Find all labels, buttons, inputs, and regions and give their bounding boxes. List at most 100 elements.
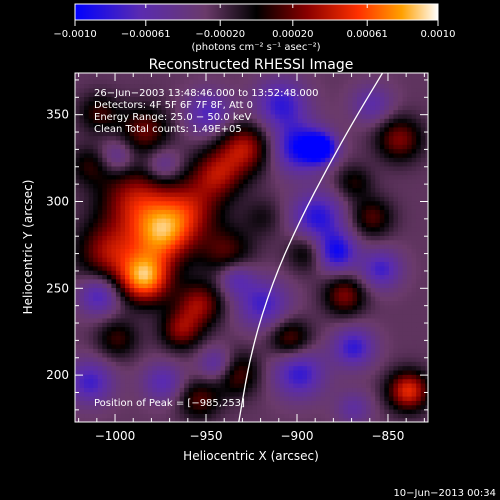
heatmap-cell xyxy=(202,408,208,414)
heatmap-cell xyxy=(125,239,131,245)
heatmap-cell xyxy=(220,152,226,158)
heatmap-cell xyxy=(129,174,135,180)
heatmap-cell xyxy=(161,395,167,401)
heatmap-cell xyxy=(75,378,81,384)
heatmap-cell xyxy=(397,317,404,323)
heatmap-cell xyxy=(147,352,153,358)
heatmap-cell xyxy=(288,265,294,271)
heatmap-cell xyxy=(284,317,290,323)
heatmap-cell xyxy=(416,395,422,401)
heatmap-cell xyxy=(261,191,267,197)
heatmap-cell xyxy=(243,382,249,388)
heatmap-cell xyxy=(165,170,172,176)
heatmap-cell xyxy=(179,287,185,293)
heatmap-cell xyxy=(106,209,112,215)
heatmap-cell xyxy=(329,361,335,367)
heatmap-cell xyxy=(352,222,358,228)
heatmap-cell xyxy=(329,244,335,249)
heatmap-cell xyxy=(79,157,85,163)
heatmap-cell xyxy=(197,217,203,223)
heatmap-cell xyxy=(88,387,94,393)
heatmap-cell xyxy=(216,352,222,358)
heatmap-cell xyxy=(106,144,112,150)
heatmap-cell xyxy=(311,239,317,245)
heatmap-cell xyxy=(97,191,103,197)
heatmap-cell xyxy=(220,382,226,388)
heatmap-cell xyxy=(152,148,158,154)
heatmap-cell xyxy=(293,404,299,410)
heatmap-cell xyxy=(347,231,354,236)
heatmap-cell xyxy=(165,374,172,380)
heatmap-cell xyxy=(366,278,372,284)
heatmap-cell xyxy=(197,170,203,176)
heatmap-cell xyxy=(334,248,340,254)
heatmap-cell xyxy=(175,304,181,310)
heatmap-cell xyxy=(284,261,290,267)
heatmap-cell xyxy=(202,196,208,202)
heatmap-cell xyxy=(102,144,108,150)
heatmap-cell xyxy=(88,378,94,384)
heatmap-cell xyxy=(411,339,417,345)
heatmap-cell xyxy=(416,404,422,410)
heatmap-cell xyxy=(393,369,399,375)
heatmap-cell xyxy=(370,374,376,380)
heatmap-cell xyxy=(115,231,122,236)
heatmap-cell xyxy=(284,274,290,280)
heatmap-cell xyxy=(102,343,108,349)
heatmap-cell xyxy=(302,356,308,362)
heatmap-cell xyxy=(179,378,185,384)
heatmap-cell xyxy=(179,231,185,236)
heatmap-cell xyxy=(279,209,285,215)
heatmap-cell xyxy=(247,404,254,410)
heatmap-cell xyxy=(297,335,304,341)
heatmap-cell xyxy=(165,270,172,276)
heatmap-cell xyxy=(211,231,217,236)
heatmap-cell xyxy=(256,170,263,176)
heatmap-cell xyxy=(238,231,244,236)
heatmap-cell xyxy=(170,400,176,406)
heatmap-cell xyxy=(347,278,354,284)
heatmap-cell xyxy=(238,322,244,328)
heatmap-cell xyxy=(307,309,313,315)
heatmap-cell xyxy=(152,326,158,332)
heatmap-cell xyxy=(147,287,153,293)
heatmap-cell xyxy=(357,391,363,397)
heatmap-cell xyxy=(275,257,281,262)
heatmap-cell xyxy=(247,348,254,354)
heatmap-cell xyxy=(347,313,354,319)
heatmap-cell xyxy=(243,157,249,163)
heatmap-cell xyxy=(279,183,285,189)
heatmap-cell xyxy=(407,330,413,336)
heatmap-cell xyxy=(388,191,395,197)
heatmap-cell xyxy=(420,395,426,401)
heatmap-cell xyxy=(316,244,322,249)
heatmap-cell xyxy=(97,239,103,245)
heatmap-cell xyxy=(229,352,235,358)
heatmap-cell xyxy=(147,413,153,419)
heatmap-cell xyxy=(379,244,385,249)
heatmap-cell xyxy=(79,335,85,341)
heatmap-cell xyxy=(229,391,235,397)
heatmap-cell xyxy=(156,291,163,297)
colorbar-tick-label: −0.00061 xyxy=(121,29,171,40)
heatmap-cell xyxy=(102,296,108,302)
heatmap-cell xyxy=(88,391,94,397)
heatmap-cell xyxy=(202,339,208,345)
heatmap-cell xyxy=(347,244,354,249)
heatmap-cell xyxy=(311,417,317,422)
heatmap-cell xyxy=(143,270,149,276)
heatmap-cell xyxy=(320,300,326,306)
heatmap-cell xyxy=(279,408,285,414)
heatmap-cell xyxy=(225,217,231,223)
heatmap-cell xyxy=(143,296,149,302)
heatmap-cell xyxy=(329,304,335,310)
heatmap-cell xyxy=(316,296,322,302)
heatmap-cell xyxy=(352,348,358,354)
heatmap-cell xyxy=(307,417,313,422)
heatmap-cell xyxy=(179,187,185,193)
heatmap-cell xyxy=(234,374,240,380)
heatmap-cell xyxy=(302,265,308,271)
heatmap-cell xyxy=(238,365,244,371)
heatmap-cell xyxy=(175,339,181,345)
heatmap-cell xyxy=(411,252,417,258)
